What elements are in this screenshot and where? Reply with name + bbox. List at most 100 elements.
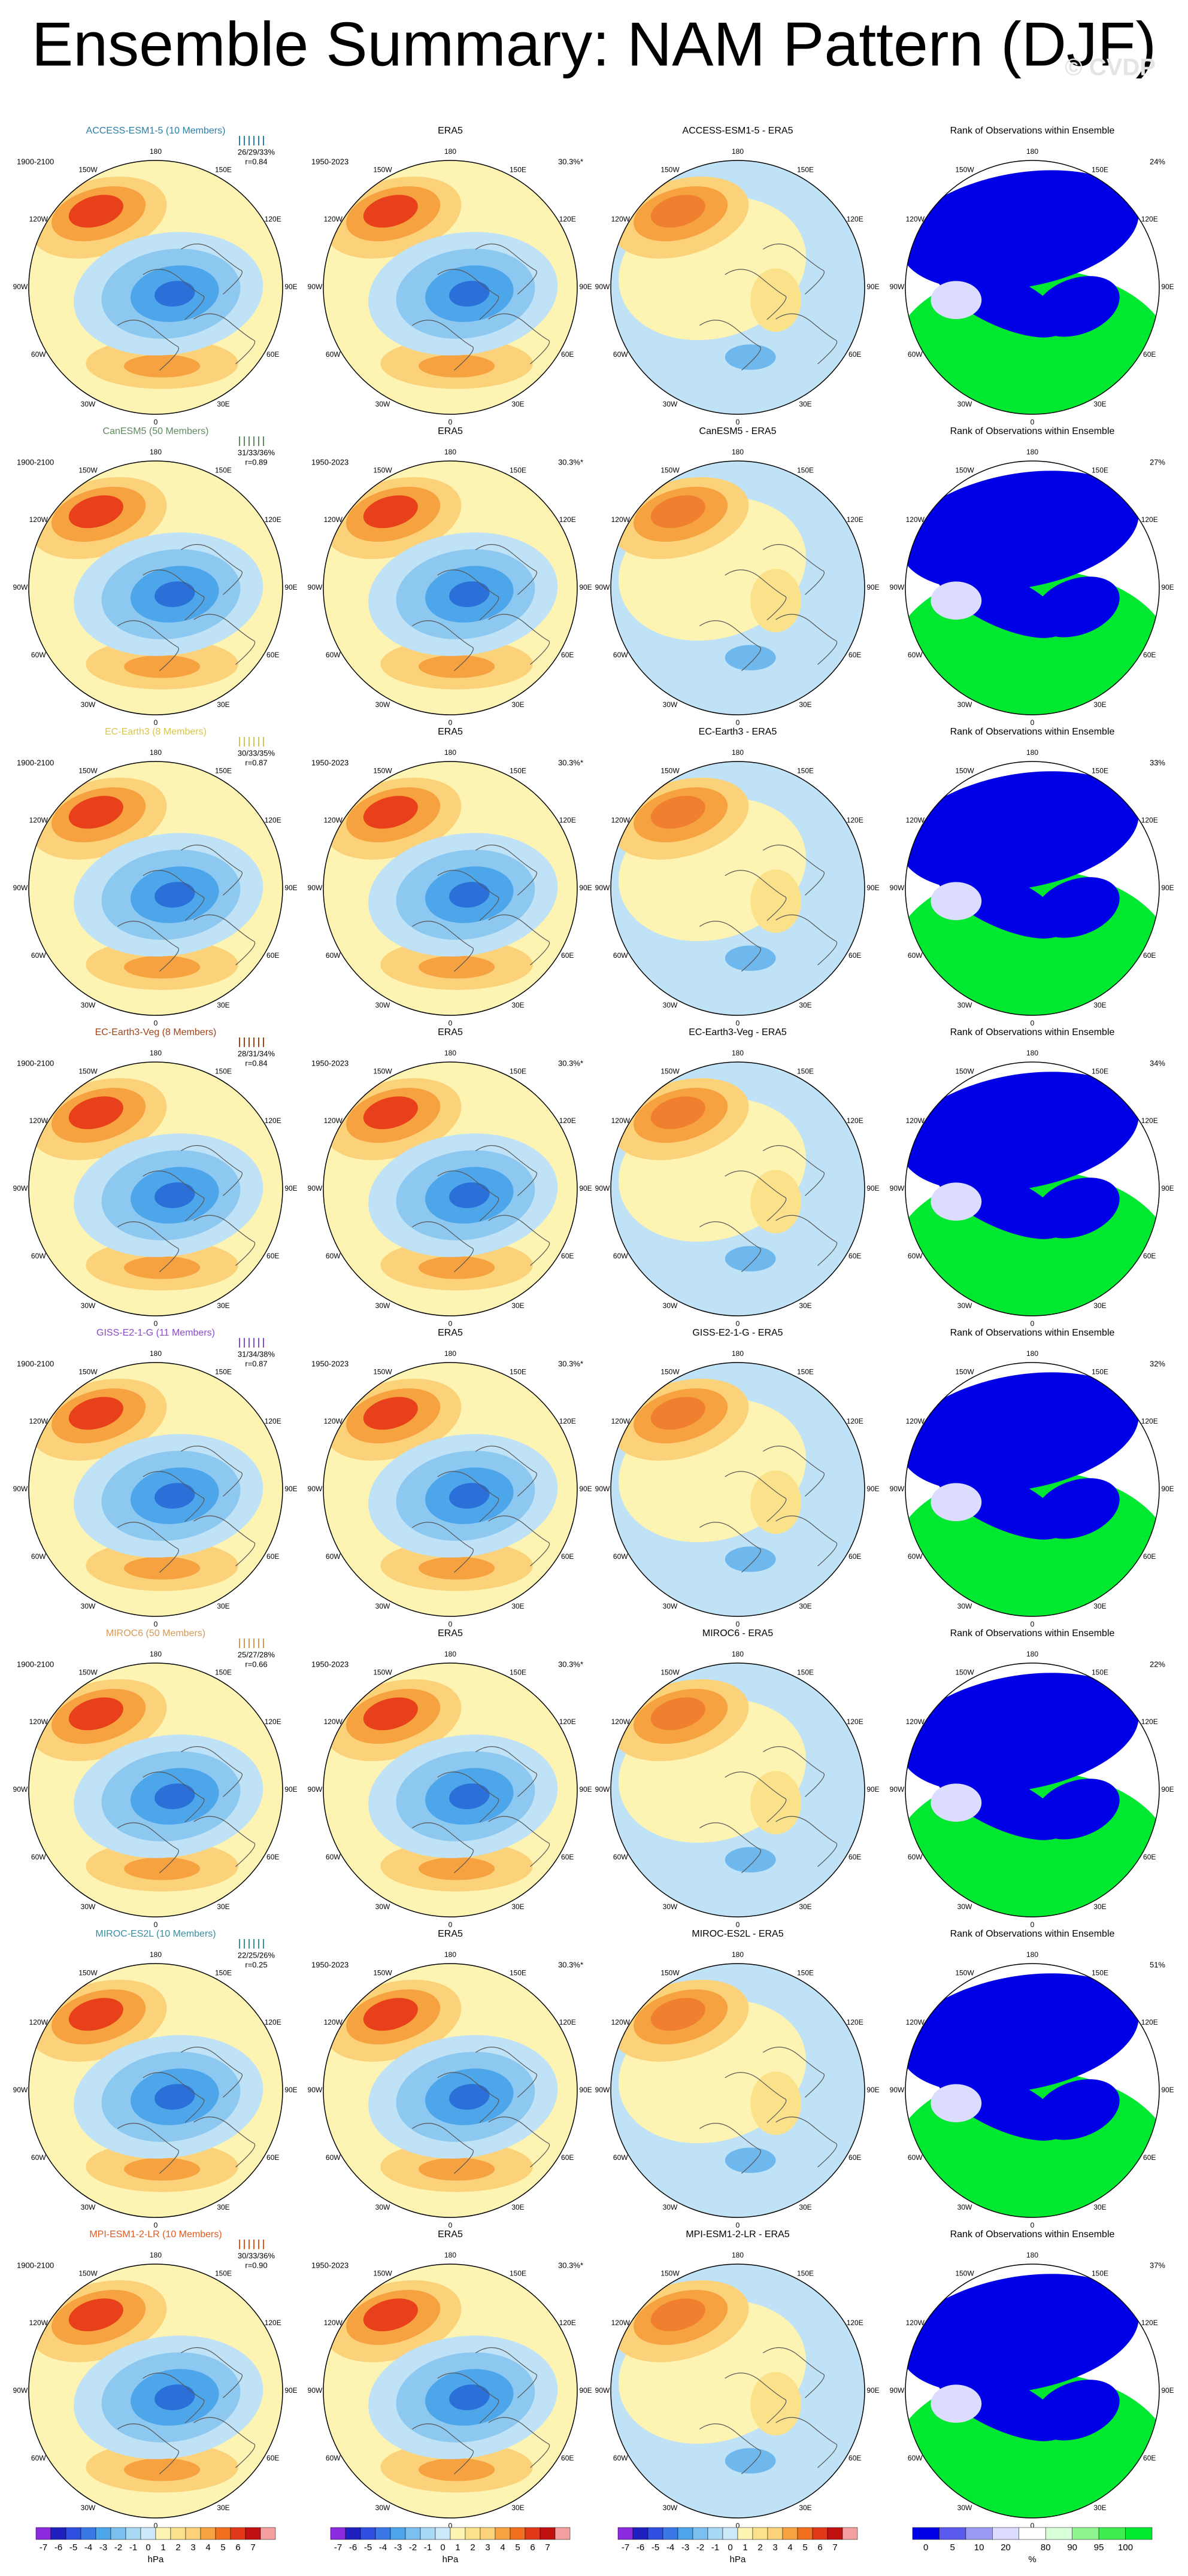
lon-label: 60W: [613, 951, 628, 960]
contour-region: [419, 655, 495, 678]
map: [905, 160, 1159, 414]
lon-label: 90E: [579, 1785, 592, 1794]
lon-label: 90W: [595, 2086, 610, 2094]
lon-label: 30W: [375, 400, 390, 408]
lon-label: 180: [732, 147, 744, 156]
map: [611, 1663, 865, 1917]
diff-title: GISS-E2-1-G - ERA5: [692, 1328, 783, 1338]
colorbar-tick-label: 1: [160, 2542, 165, 2553]
lon-label: 90W: [595, 884, 610, 892]
contour-region: [725, 2448, 776, 2474]
lon-label: 150E: [510, 165, 526, 174]
colorbar-tick-label: -2: [114, 2542, 122, 2553]
map-border: [323, 460, 578, 715]
coastline: [488, 313, 550, 365]
lon-label: 180: [444, 1950, 456, 1959]
lon-label: 60W: [326, 2454, 341, 2462]
colorbar-tick-label: 20: [1001, 2542, 1011, 2553]
lon-label: 90E: [284, 884, 297, 892]
colorbar-swatch: [245, 2527, 261, 2540]
lon-label: 30E: [217, 2504, 229, 2512]
coastline: [412, 1822, 474, 1874]
lon-label: 60W: [326, 1252, 341, 1260]
map-border: [323, 160, 578, 415]
era5-label: ERA5: [438, 2229, 463, 2240]
lon-label: 30E: [217, 1602, 229, 1610]
coastline: [412, 320, 474, 371]
lon-label: 30E: [1093, 700, 1106, 709]
lon-label: 150W: [78, 2269, 98, 2277]
coastline: [763, 2347, 825, 2398]
map-border: [610, 1963, 865, 2218]
map-border: [610, 1662, 865, 1917]
lon-label: 30W: [663, 400, 678, 408]
rank-title: Rank of Observations within Ensemble: [950, 1929, 1115, 1939]
coastline: [775, 1816, 838, 1867]
coastline: [763, 2046, 825, 2098]
coastline: [725, 2372, 787, 2424]
era5-pct: 30.3%*: [558, 1659, 583, 1668]
colorbar-swatch: [140, 2527, 156, 2540]
coastline: [181, 1445, 243, 1497]
lon-label: 120W: [611, 816, 631, 824]
map-border: [610, 1362, 865, 1617]
map-border: [610, 160, 865, 415]
map: [29, 1663, 283, 1917]
contour-region: [905, 170, 1139, 290]
lon-label: 90W: [13, 583, 28, 591]
contour-region: [650, 1096, 705, 1130]
coastline: [437, 569, 499, 621]
lon-label: 90W: [308, 283, 323, 291]
lon-label: 60W: [613, 1252, 628, 1260]
watermark: © CVDP: [1065, 54, 1156, 81]
era5-period: 1950-2023: [311, 1960, 348, 1969]
lon-label: 150W: [78, 1668, 98, 1676]
coastline: [143, 1471, 205, 1522]
lon-label: 30W: [81, 2504, 96, 2512]
colorbar-tick-label: 10: [974, 2542, 984, 2553]
contour-region: [650, 495, 705, 529]
lon-label: 60W: [613, 2454, 628, 2462]
colorbar-swatch: [95, 2527, 111, 2540]
lon-label: 30W: [957, 700, 972, 709]
lon-label: 90E: [579, 1485, 592, 1493]
lon-label: 120E: [1141, 515, 1158, 524]
lon-label: 90E: [1161, 2086, 1174, 2094]
coastline: [117, 2123, 179, 2174]
lon-label: 60E: [561, 2454, 574, 2462]
lon-label: 120W: [324, 2018, 343, 2026]
colorbar-unit: %: [1028, 2554, 1036, 2565]
colorbar-tick-label: -3: [394, 2542, 402, 2553]
lon-label: 90E: [1161, 1184, 1174, 1193]
lon-label: 90W: [595, 1184, 610, 1193]
rank-title: Rank of Observations within Ensemble: [950, 1328, 1115, 1338]
lon-label: 60W: [908, 651, 923, 659]
coastline: [699, 2123, 761, 2174]
map: [611, 160, 865, 414]
colorbar-swatch: [647, 2527, 663, 2540]
lon-label: 150E: [510, 1968, 526, 1977]
map-border: [28, 160, 283, 415]
lon-label: 60E: [848, 651, 861, 659]
colorbar-swatch: [677, 2527, 693, 2540]
map: [323, 1062, 577, 1316]
coastline: [475, 2046, 537, 2098]
colorbar-unit: hPa: [148, 2554, 164, 2565]
corr-label: r=0.66: [245, 1659, 267, 1668]
contour-region: [1034, 276, 1120, 337]
lon-label: 90E: [579, 2386, 592, 2395]
contour-region: [154, 882, 195, 908]
lon-label: 60E: [1143, 651, 1156, 659]
lon-label: 30W: [957, 1602, 972, 1610]
lon-label: 90W: [13, 1785, 28, 1794]
lon-label: 0: [154, 2221, 158, 2229]
lon-label: 30W: [663, 1001, 678, 1009]
lon-label: 30E: [511, 1001, 524, 1009]
coastline: [475, 1445, 537, 1497]
lon-label: 60E: [561, 1252, 574, 1260]
coastline: [117, 320, 179, 371]
lon-label: 30E: [511, 1301, 524, 1310]
map-border: [323, 761, 578, 1016]
lon-label: 120W: [29, 1417, 49, 1425]
lon-label: 120W: [324, 515, 343, 524]
